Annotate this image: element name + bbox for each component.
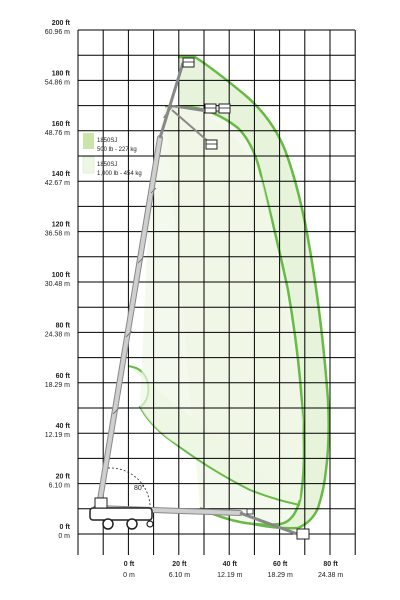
- y-tick-m-label: 12.19 m: [45, 432, 70, 439]
- y-tick-m-label: 42.67 m: [45, 180, 70, 187]
- platform-mid-2: [218, 103, 231, 114]
- y-tick-m-label: 18.29 m: [45, 382, 70, 389]
- x-axis-labels: 0 ft 0 m 20 ft 6.10 m 40 ft 12.19 m 60 ft 18.29…: [123, 561, 343, 579]
- y-tick-ft-label: 120 ft: [52, 222, 71, 229]
- legend-swatch-1000lb: [82, 156, 95, 174]
- y-tick-ft-label: 20 ft: [56, 474, 71, 481]
- x-tick-m-label: 18.29 m: [268, 572, 293, 579]
- y-tick-m-label: 0 m: [58, 533, 70, 540]
- x-tick-ft-label: 40 ft: [223, 561, 238, 568]
- x-tick-ft-label: 80 ft: [323, 561, 338, 568]
- legend-capacity-1000lb: 1,000 lb - 454 kg: [97, 171, 142, 177]
- y-tick-ft-label: 140 ft: [52, 171, 71, 178]
- legend-capacity-500lb: 500 lb - 227 kg: [97, 147, 137, 153]
- y-tick-ft-label: 200 ft: [52, 20, 71, 27]
- angle-label: 80°: [134, 484, 145, 492]
- x-tick-ft-label: 20 ft: [172, 561, 187, 568]
- platform-mid-1: [204, 103, 217, 114]
- machine-chassis: [89, 497, 154, 530]
- raised-boom: [97, 62, 225, 503]
- x-tick-ft-label: 0 ft: [124, 561, 135, 568]
- y-axis-labels: 200 ft 60.96 m 180 ft 54.86 m 160 ft 48.76 m 1…: [45, 20, 71, 540]
- y-tick-m-label: 60.96 m: [45, 29, 70, 36]
- envelope-shade: [140, 107, 303, 500]
- y-tick-m-label: 54.86 m: [45, 79, 70, 86]
- y-tick-m-label: 30.48 m: [45, 281, 70, 288]
- y-tick-ft-label: 0 ft: [60, 524, 71, 531]
- platform-low: [205, 139, 218, 150]
- y-tick-ft-label: 60 ft: [56, 373, 71, 380]
- y-tick-ft-label: 40 ft: [56, 423, 71, 430]
- y-tick-ft-label: 180 ft: [52, 70, 71, 77]
- x-tick-m-label: 12.19 m: [217, 572, 242, 579]
- x-tick-m-label: 0 m: [123, 572, 135, 579]
- legend-model-1000lb: 1850SJ: [97, 162, 117, 168]
- platform-top: [182, 57, 195, 68]
- x-tick-m-label: 24.38 m: [318, 572, 343, 579]
- y-tick-m-label: 6.10 m: [49, 483, 71, 490]
- y-tick-m-label: 36.58 m: [45, 231, 70, 238]
- legend-model-500lb: 1850SJ: [97, 138, 117, 144]
- y-tick-m-label: 24.38 m: [45, 331, 70, 338]
- y-tick-ft-label: 100 ft: [52, 272, 71, 279]
- y-tick-m-label: 48.76 m: [45, 130, 70, 137]
- legend-swatch-500lb: [83, 133, 94, 149]
- x-tick-m-label: 6.10 m: [169, 572, 191, 579]
- y-tick-ft-label: 160 ft: [52, 121, 71, 128]
- y-tick-ft-label: 80 ft: [56, 322, 71, 329]
- x-tick-ft-label: 60 ft: [273, 561, 288, 568]
